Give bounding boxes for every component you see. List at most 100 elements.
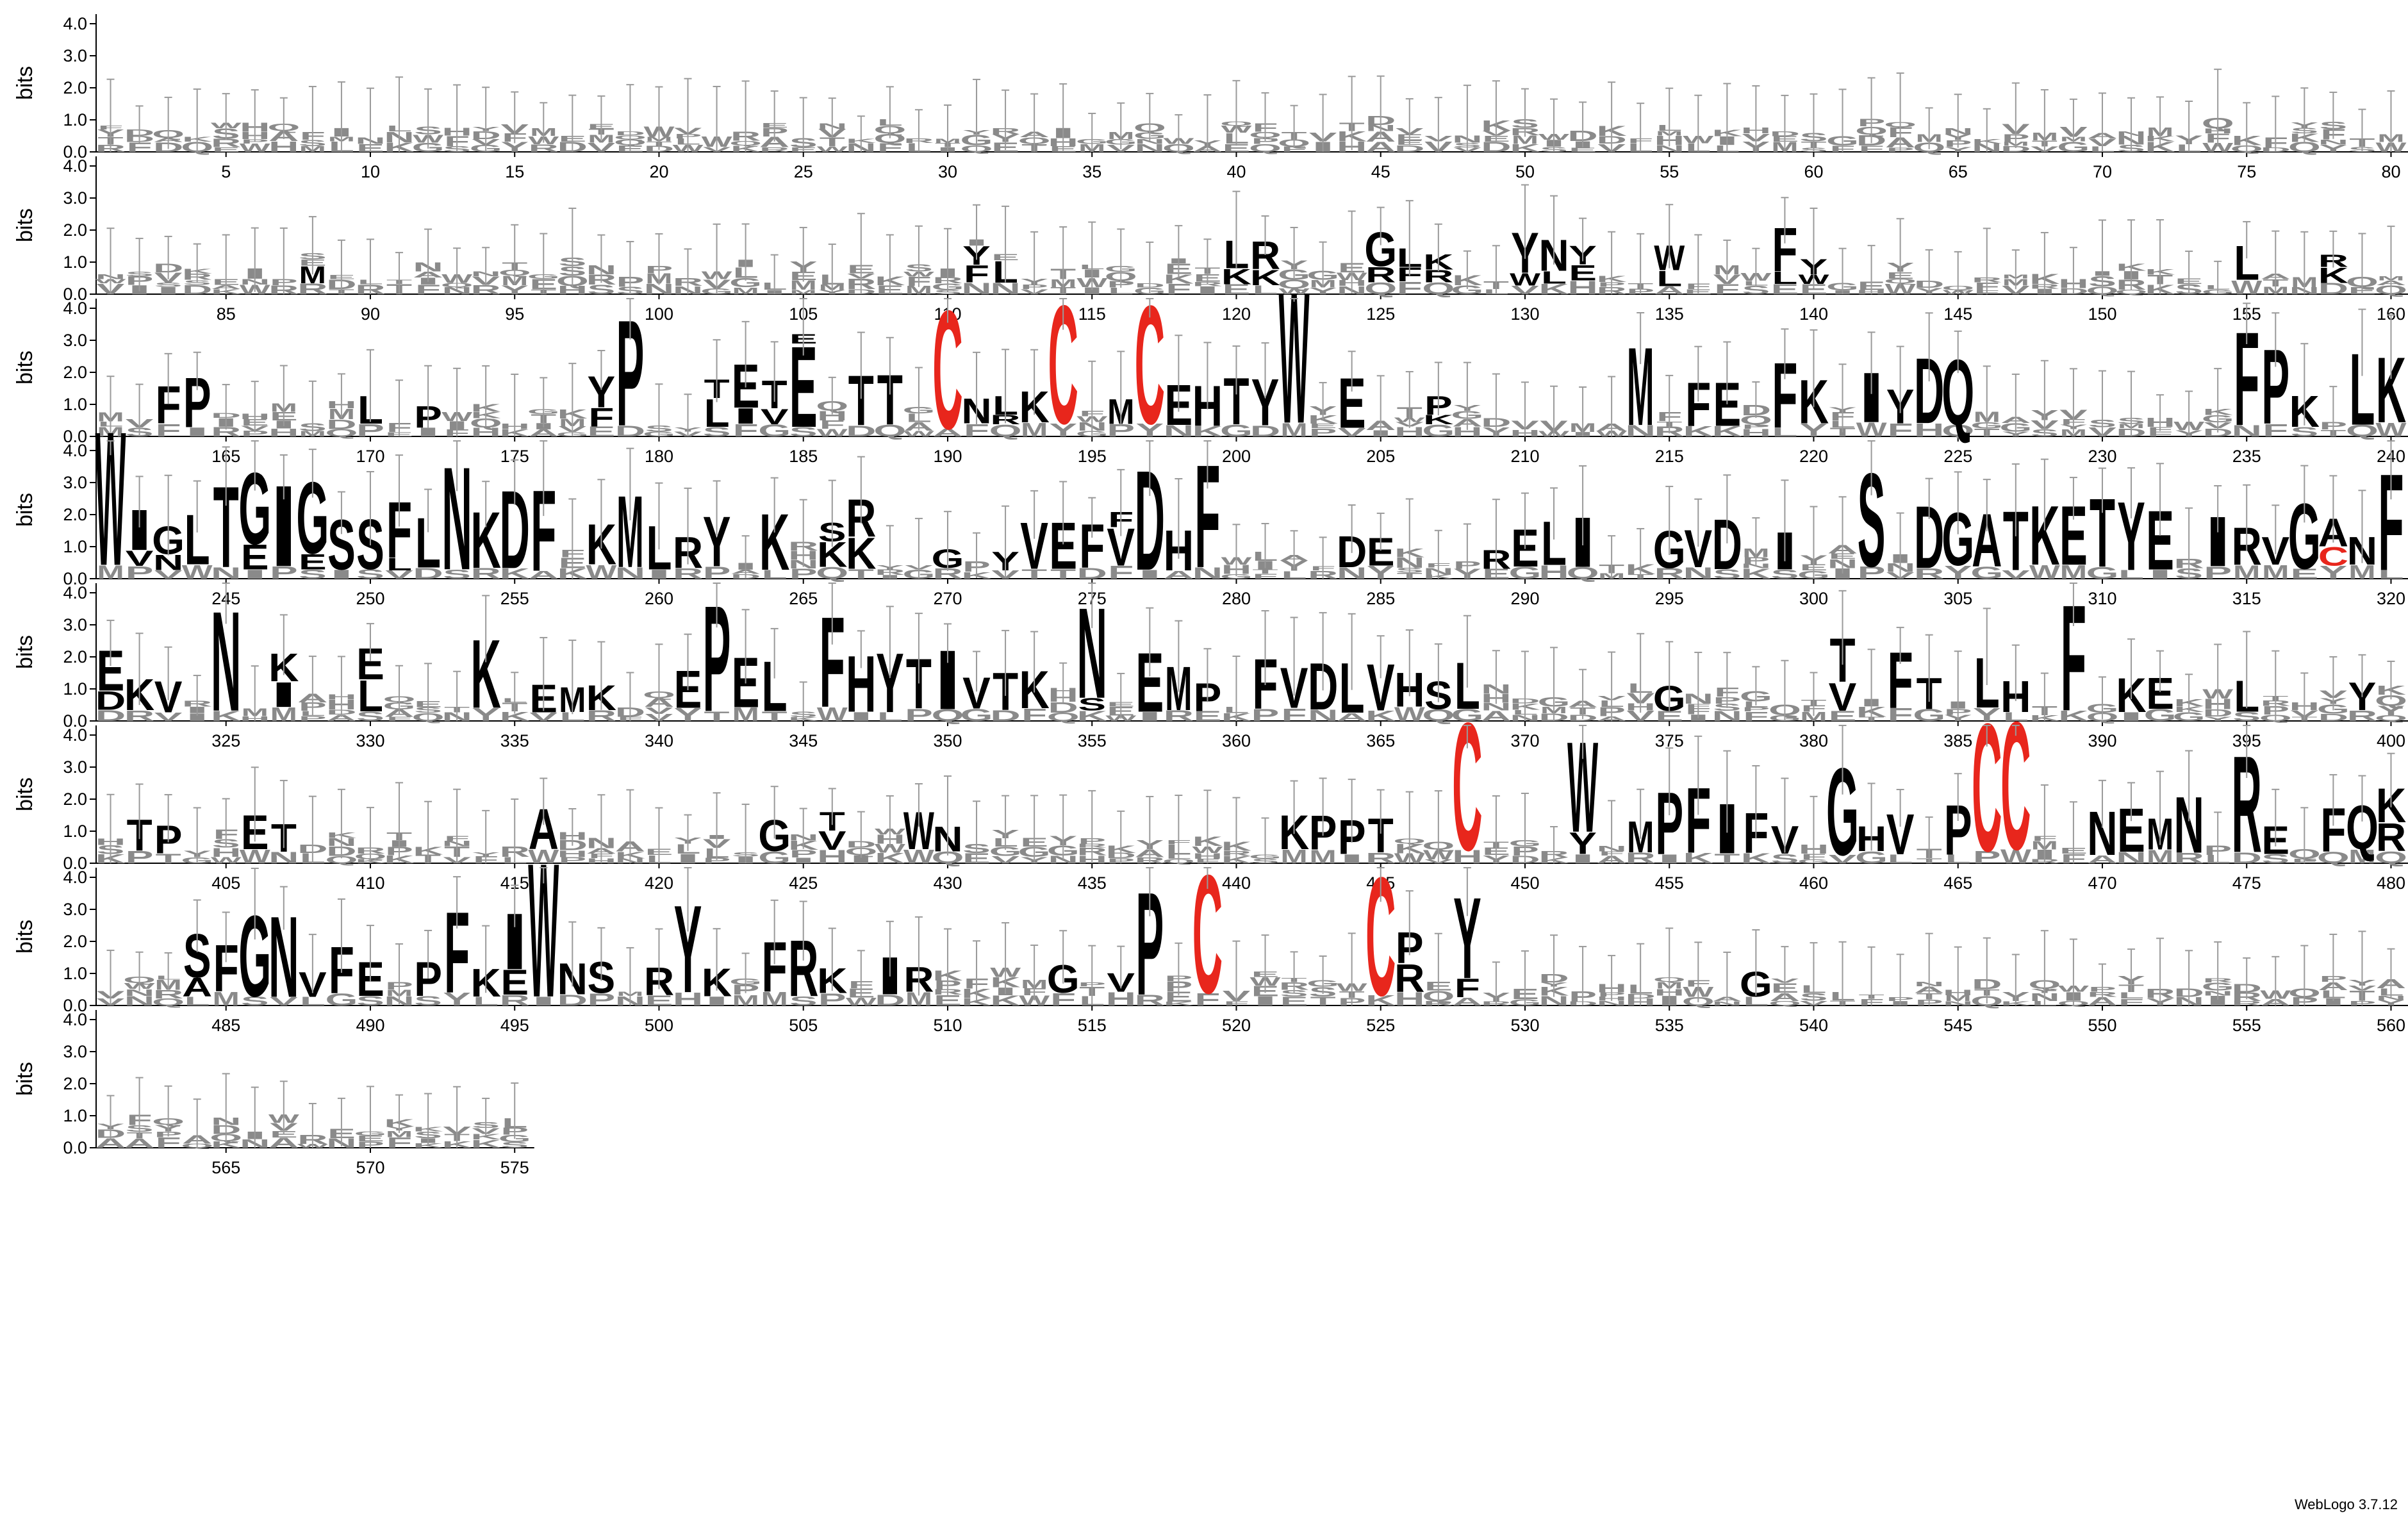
x-tick-label: 365 [1366, 731, 1395, 750]
logo-letter: L [1772, 268, 1797, 288]
y-axis-label: bits [13, 351, 37, 385]
y-axis-label: bits [13, 777, 37, 811]
logo-letter: Q [1422, 279, 1455, 298]
logo-letter: I [1194, 284, 1221, 297]
x-tick-label: 205 [1366, 447, 1395, 466]
x-tick-label: 310 [2088, 589, 2116, 608]
x-tick-label: 560 [2377, 1016, 2405, 1035]
x-tick-label: 360 [1222, 731, 1251, 750]
logo-letter: F [964, 261, 989, 288]
logo-letter: F [733, 420, 759, 440]
logo-letter: E [1569, 147, 1597, 153]
x-tick-label: 520 [1222, 1016, 1251, 1035]
weblogo-credit: WebLogo 3.7.12 [2294, 1496, 2398, 1512]
y-tick-label: 1.0 [63, 679, 87, 699]
x-tick-label: 495 [500, 1016, 529, 1035]
x-tick-label: 5 [221, 162, 231, 181]
logo-letter: F [1397, 278, 1423, 299]
x-tick-label: 535 [1655, 1016, 1684, 1035]
x-tick-label: 115 [1078, 304, 1106, 324]
logo-letter: P [241, 429, 269, 438]
logo-letter: W [2202, 140, 2234, 154]
x-tick-label: 80 [2381, 162, 2400, 181]
x-tick-label: 215 [1655, 447, 1684, 466]
logo-letter: A [529, 427, 559, 438]
x-tick-label: 440 [1222, 873, 1251, 893]
x-tick-label: 555 [2232, 1016, 2261, 1035]
logo-letter: F [1714, 282, 1740, 297]
logo-letter: F [415, 282, 441, 297]
x-tick-label: 400 [2377, 731, 2405, 750]
x-tick-label: 50 [1515, 162, 1535, 181]
logo-letter: G [1451, 283, 1483, 297]
logo-letter: M [790, 278, 817, 293]
y-tick-label: 0.0 [63, 285, 87, 304]
y-tick-label: 2.0 [63, 78, 87, 97]
logo-letter: K [1221, 265, 1251, 289]
x-tick-label: 305 [1943, 589, 1972, 608]
logo-row-2: 0.01.02.03.04.0bitsVWNIPSISVDDSRK85KAEWN… [13, 156, 2408, 324]
logo-letter: W [1279, 254, 1310, 463]
logo-letter: W [95, 392, 126, 606]
logo-letter: I [732, 404, 759, 429]
x-tick-label: 130 [1510, 304, 1539, 324]
logo-letter: N [990, 279, 1020, 297]
y-tick-label: 4.0 [63, 1010, 87, 1029]
logo-letter: N [1135, 137, 1165, 145]
x-tick-label: 510 [933, 1016, 962, 1035]
logo-letter: F [877, 141, 903, 155]
x-tick-label: 300 [1799, 589, 1828, 608]
logo-letter: S [588, 283, 616, 297]
logo-letter: H [268, 427, 299, 439]
x-tick-label: 450 [1510, 873, 1539, 893]
logo-letter: Q [1364, 279, 1397, 298]
logo-letter: F [820, 418, 845, 432]
logo-letter: L [1541, 267, 1567, 287]
x-tick-label: 490 [356, 1016, 384, 1035]
y-tick-label: 4.0 [63, 725, 87, 745]
x-tick-label: 480 [2377, 873, 2405, 893]
x-tick-label: 10 [361, 162, 380, 181]
logo-letter: M [790, 288, 817, 295]
logo-letter: H [557, 284, 588, 297]
y-tick-label: 1.0 [63, 252, 87, 272]
x-tick-label: 75 [2237, 162, 2256, 181]
logo-letter: R [211, 424, 241, 439]
y-tick-label: 2.0 [63, 647, 87, 666]
y-tick-label: 3.0 [63, 757, 87, 777]
logo-letter: G [729, 276, 762, 290]
x-tick-label: 350 [933, 731, 962, 750]
logo-letter: M [905, 284, 932, 297]
x-tick-label: 420 [645, 873, 673, 893]
logo-letter: A [1654, 285, 1685, 297]
x-tick-label: 370 [1510, 731, 1539, 750]
logo-letter: D [2318, 280, 2348, 297]
x-tick-label: 575 [500, 1158, 529, 1177]
x-tick-label: 220 [1799, 447, 1828, 466]
y-axis-label: bits [13, 208, 37, 242]
y-axis-label: bits [13, 493, 37, 527]
x-tick-label: 430 [933, 873, 962, 893]
logo-letter: R [1365, 263, 1396, 287]
x-tick-label: 505 [789, 1016, 818, 1035]
x-tick-label: 70 [2093, 162, 2112, 181]
logo-letter: R [211, 137, 241, 150]
logo-letter: S [154, 281, 183, 288]
x-tick-label: 335 [500, 731, 529, 750]
logo-letter: W [528, 824, 559, 1038]
y-tick-label: 3.0 [63, 900, 87, 919]
x-tick-label: 285 [1366, 589, 1395, 608]
logo-letter: H [471, 425, 501, 439]
x-tick-label: 455 [1655, 873, 1684, 893]
x-tick-label: 330 [356, 731, 384, 750]
logo-letter: I [183, 425, 211, 439]
logo-letter: C [2000, 684, 2031, 888]
x-tick-label: 100 [645, 304, 673, 324]
logo-letter: N [1135, 142, 1165, 154]
x-tick-label: 550 [2088, 1016, 2116, 1035]
y-axis-label: bits [13, 66, 37, 100]
y-tick-label: 3.0 [63, 331, 87, 350]
x-tick-label: 145 [1943, 304, 1972, 324]
x-tick-label: 25 [794, 162, 813, 181]
